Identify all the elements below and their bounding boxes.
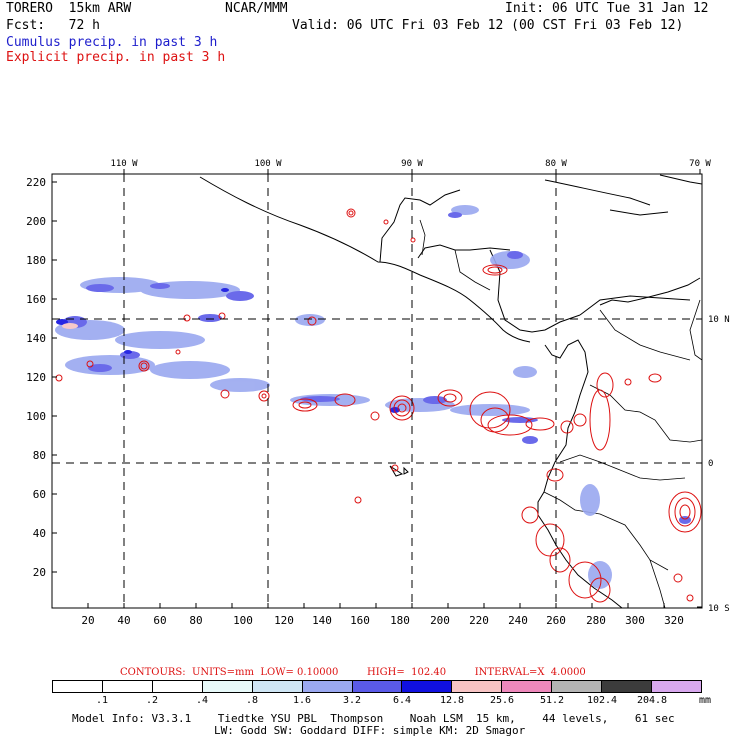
x-tick-label: 200	[430, 614, 450, 627]
lat-label-10s: 10 S	[708, 604, 730, 614]
legend-label: .2	[145, 695, 159, 706]
x-tick-label: 40	[117, 614, 130, 627]
lat-label-0: 0	[708, 459, 713, 469]
lon-label-100w: 100 W	[254, 159, 282, 169]
x-tick-label: 220	[469, 614, 489, 627]
legend-label: 12.8	[439, 695, 465, 706]
longitude-labels: 110 W 100 W 90 W 80 W 70 W	[110, 159, 711, 169]
x-tick-label: 80	[189, 614, 202, 627]
y-tick-label: 120	[26, 371, 46, 384]
lon-label-90w: 90 W	[401, 159, 423, 169]
lon-label-110w: 110 W	[110, 159, 138, 169]
legend-swatch	[252, 681, 303, 692]
legend-label: .1	[95, 695, 109, 706]
model-info: Model Info: V3.3.1 Tiedtke YSU PBL Thomp…	[72, 712, 675, 725]
y-tick-label: 60	[33, 488, 46, 501]
x-tick-marks	[87, 169, 701, 608]
legend-label: .4	[195, 695, 209, 706]
legend-label: 25.6	[489, 695, 515, 706]
x-tick-label: 280	[586, 614, 606, 627]
map-frame	[51, 173, 703, 609]
legend-swatch	[102, 681, 153, 692]
x-tick-label: 120	[274, 614, 294, 627]
x-tick-label: 100	[233, 614, 253, 627]
init-time: Init: 06 UTC Tue 31 Jan 12	[505, 1, 709, 16]
x-tick-label: 320	[664, 614, 684, 627]
legend-label: .8	[245, 695, 259, 706]
y-tick-label: 220	[26, 176, 46, 189]
x-tick-label: 20	[81, 614, 94, 627]
legend-swatch	[502, 681, 553, 692]
lon-label-80w: 80 W	[545, 159, 567, 169]
forecast-hour: Fcst: 72 h	[6, 18, 100, 33]
x-tick-label: 240	[508, 614, 528, 627]
explicit-precip-label: Explicit precip. in past 3 h	[6, 50, 226, 65]
latitude-labels: 10 N 0 10 S	[708, 315, 730, 614]
legend-label: 204.8	[636, 695, 668, 706]
map-content	[52, 174, 702, 608]
coastlines	[199, 174, 702, 608]
y-tick-label: 180	[26, 254, 46, 267]
cumulus-precip-label: Cumulus precip. in past 3 h	[6, 35, 218, 50]
lon-label-70w: 70 W	[689, 159, 711, 169]
x-tick-label: 60	[153, 614, 166, 627]
legend-swatch	[602, 681, 653, 692]
legend-swatch	[53, 681, 103, 692]
explicit-precip-contours	[55, 208, 702, 603]
legend-swatch	[552, 681, 603, 692]
legend-label: 51.2	[539, 695, 565, 706]
x-tick-label: 260	[546, 614, 566, 627]
legend-colorbar	[52, 680, 702, 693]
contours-info: CONTOURS: UNITS=mm LOW= 0.10000 HIGH= 10…	[120, 667, 586, 678]
graticule	[52, 174, 702, 608]
y-tick-label: 100	[26, 410, 46, 423]
x-tick-label: 300	[625, 614, 645, 627]
lat-label-10n: 10 N	[708, 315, 730, 325]
legend-label: 3.2	[342, 695, 362, 706]
legend-label: 102.4	[586, 695, 618, 706]
y-tick-marks	[52, 181, 702, 608]
legend-label: 6.4	[392, 695, 412, 706]
x-tick-label: 160	[350, 614, 370, 627]
legend-units: mm	[698, 695, 712, 706]
legend-swatch	[652, 681, 701, 692]
legend-swatch	[452, 681, 503, 692]
y-tick-label: 200	[26, 215, 46, 228]
legend-swatch	[152, 681, 203, 692]
y-tick-label: 160	[26, 293, 46, 306]
x-tick-label: 140	[312, 614, 332, 627]
y-tick-label: 20	[33, 566, 46, 579]
legend-label: 1.6	[292, 695, 312, 706]
legend-swatch	[302, 681, 353, 692]
y-tick-label: 140	[26, 332, 46, 345]
legend-swatch	[202, 681, 253, 692]
y-tick-labels: 220 200 180 160 140 120 100 80 60 40 20	[26, 176, 46, 579]
organization-label: NCAR/MMM	[225, 1, 288, 16]
x-tick-labels: 20 40 60 80 100 120 140 160 180 200 220 …	[81, 614, 684, 627]
legend-swatch	[352, 681, 403, 692]
model-title: TORERO 15km ARW	[6, 1, 132, 16]
y-tick-label: 40	[33, 527, 46, 540]
y-tick-label: 80	[33, 449, 46, 462]
legend-swatch	[402, 681, 453, 692]
valid-time: Valid: 06 UTC Fri 03 Feb 12 (00 CST Fri …	[292, 18, 684, 33]
cumulus-precip-areas	[55, 205, 691, 589]
model-physics: LW: Godd SW: Goddard DIFF: simple KM: 2D…	[214, 724, 526, 737]
x-tick-label: 180	[390, 614, 410, 627]
